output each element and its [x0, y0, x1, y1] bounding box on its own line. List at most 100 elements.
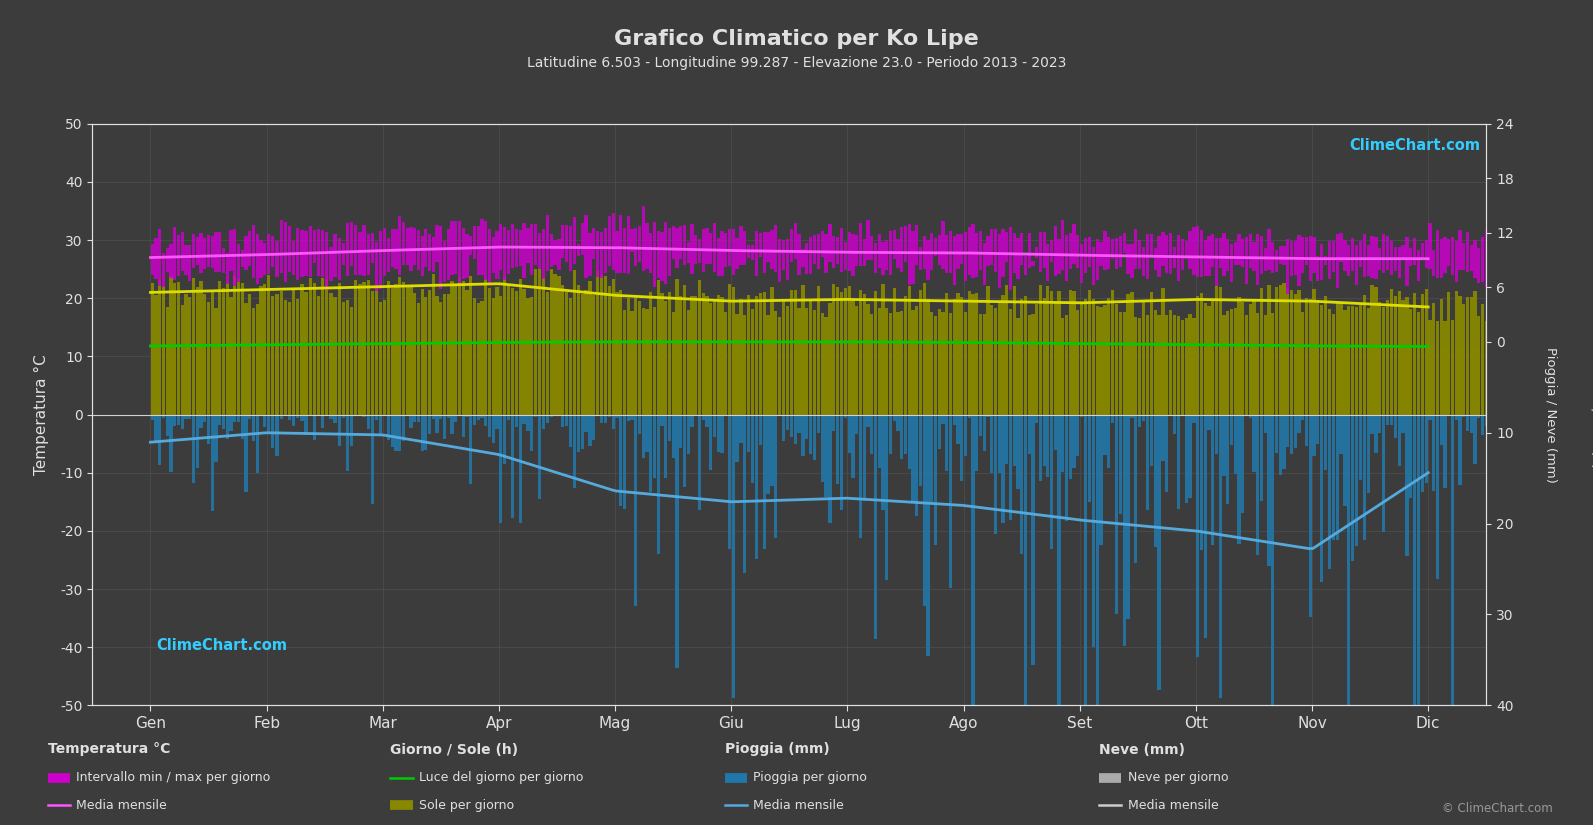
Bar	[949, 313, 953, 414]
Bar	[226, 252, 229, 284]
Bar	[284, 345, 287, 414]
Bar	[1416, 250, 1419, 281]
Bar	[432, 343, 435, 414]
Bar	[1397, 290, 1400, 414]
Text: Pioggia (mm): Pioggia (mm)	[725, 742, 830, 757]
Bar	[777, 239, 781, 282]
Bar	[1020, 414, 1023, 554]
Bar	[1359, 241, 1362, 266]
Bar	[470, 414, 473, 484]
Bar	[983, 243, 986, 285]
Bar	[1389, 346, 1392, 414]
Bar	[766, 315, 769, 414]
Bar	[1200, 229, 1203, 276]
Bar	[1008, 414, 1012, 521]
Bar	[983, 342, 986, 414]
Bar	[1164, 414, 1168, 493]
Bar	[443, 295, 446, 414]
Bar	[695, 295, 698, 414]
Bar	[1370, 346, 1373, 414]
Bar	[1305, 345, 1308, 414]
Bar	[870, 236, 873, 260]
Bar	[244, 303, 247, 414]
Bar	[558, 238, 561, 270]
Bar	[1504, 414, 1507, 441]
Bar	[1169, 233, 1172, 274]
Bar	[1241, 414, 1244, 513]
Bar	[1394, 247, 1397, 271]
Bar	[1282, 246, 1286, 266]
Bar	[1069, 233, 1072, 269]
Bar	[855, 306, 859, 414]
Bar	[473, 226, 476, 260]
Bar	[180, 346, 183, 414]
Bar	[774, 224, 777, 272]
Bar	[855, 235, 859, 266]
Bar	[911, 230, 914, 285]
Bar	[836, 342, 840, 414]
Bar	[487, 414, 491, 437]
Bar	[1233, 242, 1236, 265]
Bar	[1279, 345, 1282, 414]
Bar	[358, 233, 362, 275]
Bar	[812, 235, 816, 264]
Bar	[515, 229, 518, 266]
Bar	[1244, 315, 1247, 414]
Bar	[484, 221, 487, 280]
Bar	[263, 243, 266, 276]
Bar	[1321, 243, 1324, 280]
Bar	[1061, 219, 1064, 271]
Bar	[473, 414, 476, 426]
Bar	[687, 342, 690, 414]
Bar	[409, 343, 413, 414]
Bar	[470, 236, 473, 255]
Bar	[892, 342, 895, 414]
Bar	[1110, 290, 1114, 414]
Bar	[409, 227, 413, 271]
Bar	[288, 414, 292, 420]
Bar	[953, 299, 956, 414]
Bar	[1316, 303, 1319, 414]
Bar	[596, 414, 599, 417]
Bar	[930, 342, 933, 414]
Bar	[989, 304, 994, 414]
Bar	[296, 414, 299, 418]
Bar	[484, 343, 487, 414]
Bar	[1424, 240, 1427, 268]
Bar	[1378, 346, 1381, 414]
Bar	[817, 234, 820, 270]
Bar	[1115, 304, 1118, 414]
Bar	[832, 414, 835, 431]
Bar	[1083, 414, 1086, 705]
Bar	[1474, 414, 1477, 464]
Bar	[519, 230, 523, 266]
Bar	[1211, 414, 1214, 545]
Bar	[566, 292, 569, 414]
Bar	[429, 233, 432, 271]
Bar	[342, 243, 346, 266]
Bar	[382, 343, 386, 414]
Bar	[1110, 239, 1114, 259]
Bar	[645, 223, 648, 269]
Bar	[1443, 322, 1446, 414]
Bar	[260, 286, 263, 414]
Bar	[828, 304, 832, 414]
Bar	[763, 342, 766, 414]
Bar	[1164, 314, 1168, 414]
Bar	[1137, 414, 1141, 427]
Bar	[1383, 346, 1386, 414]
Bar	[785, 414, 789, 431]
Bar	[312, 414, 315, 441]
Bar	[276, 294, 279, 414]
Bar	[429, 343, 432, 414]
Bar	[1196, 226, 1200, 277]
Bar	[390, 288, 393, 414]
Bar	[1192, 414, 1196, 422]
Bar	[1050, 240, 1053, 262]
Bar	[169, 276, 172, 414]
Bar	[580, 294, 583, 414]
Bar	[690, 296, 693, 414]
Bar	[1321, 305, 1324, 414]
Bar	[889, 232, 892, 275]
Bar	[1335, 302, 1338, 414]
